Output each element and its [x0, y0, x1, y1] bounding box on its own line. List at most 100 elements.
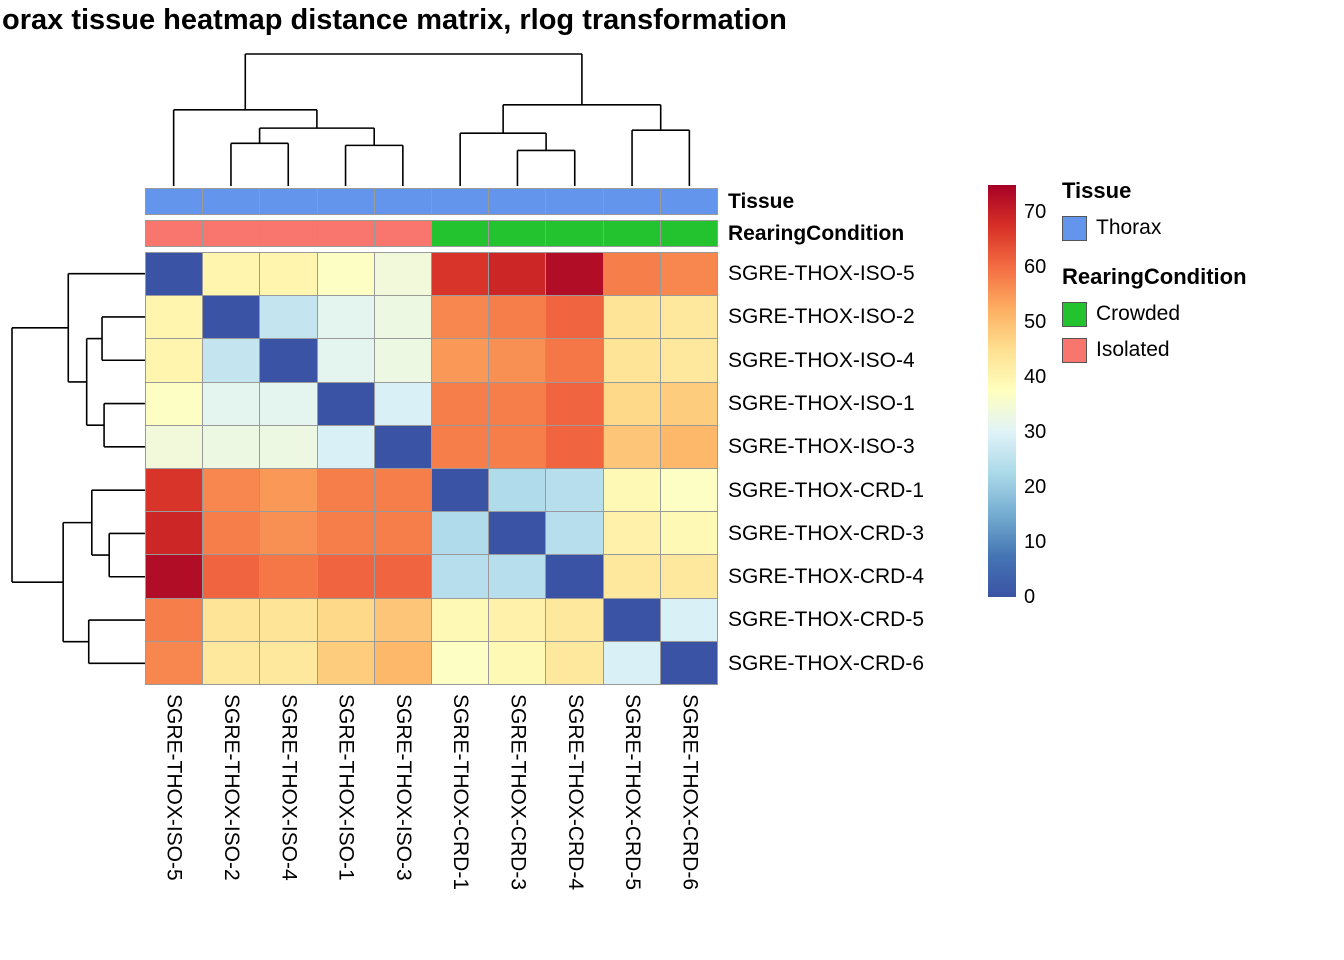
- heatmap-cell: [203, 555, 260, 598]
- heatmap-cell: [432, 339, 489, 382]
- heatmap-cell: [432, 512, 489, 555]
- heatmap-cell: [146, 382, 203, 425]
- heatmap-cell: [660, 296, 717, 339]
- rearing-annotation-cell: [317, 221, 374, 246]
- color-scale-tick-label: 50: [1024, 311, 1047, 334]
- heatmap-cell: [489, 598, 546, 641]
- heatmap-cell: [432, 296, 489, 339]
- legend-title: Tissue: [1062, 178, 1132, 203]
- heatmap-cell: [203, 296, 260, 339]
- heatmap-cell: [374, 512, 431, 555]
- heatmap-cell: [374, 296, 431, 339]
- heatmap-cell: [603, 253, 660, 296]
- tissue-annotation-cell: [432, 189, 489, 214]
- tissue-annotation-cell: [660, 189, 717, 214]
- heatmap-cell: [260, 641, 317, 684]
- rearing-annotation-cell: [603, 221, 660, 246]
- heatmap-cell: [317, 253, 374, 296]
- column-label: SGRE-THOX-CRD-4: [563, 694, 587, 891]
- heatmap-cell: [660, 469, 717, 512]
- heatmap-cell: [317, 339, 374, 382]
- color-scale-ticks: 70 60 50 40 30 20 10 0: [1024, 185, 1084, 608]
- column-dendrogram: [172, 53, 691, 186]
- heatmap-cell: [546, 296, 603, 339]
- heatmap-cell: [546, 339, 603, 382]
- color-scale-tick-label: 70: [1024, 201, 1047, 224]
- rearing-annotation-cell: [660, 221, 717, 246]
- heatmap-cell: [432, 382, 489, 425]
- heatmap-cell: [374, 469, 431, 512]
- heatmap-cell: [603, 598, 660, 641]
- heatmap-cell: [603, 339, 660, 382]
- heatmap-cell: [660, 382, 717, 425]
- rearing-annotation-cell: [432, 221, 489, 246]
- legend: Tissue Thorax RearingCondition Crowded Isola…: [1062, 178, 1332, 372]
- tissue-annotation-cell: [146, 189, 203, 214]
- heatmap-cell: [317, 598, 374, 641]
- row-label: SGRE-THOX-CRD-1: [728, 478, 925, 502]
- tissue-annotation-bar: [145, 188, 718, 215]
- heatmap-cell: [317, 469, 374, 512]
- column-label: SGRE-THOX-ISO-1: [334, 694, 358, 881]
- color-scale-tick-label: 40: [1024, 366, 1047, 389]
- heatmap-cell: [374, 382, 431, 425]
- rearing-annotation-cell: [260, 221, 317, 246]
- thorax-color-swatch: [1062, 215, 1087, 241]
- row-label: SGRE-THOX-ISO-4: [728, 348, 915, 372]
- heatmap-cell: [374, 425, 431, 468]
- heatmap-cell: [660, 253, 717, 296]
- legend-title: RearingCondition: [1062, 264, 1247, 289]
- heatmap-cell: [374, 598, 431, 641]
- row-label: SGRE-THOX-CRD-5: [728, 608, 925, 632]
- column-label: SGRE-THOX-ISO-2: [219, 694, 243, 881]
- column-label: SGRE-THOX-CRD-3: [506, 694, 530, 891]
- tissue-annotation-cell: [203, 189, 260, 214]
- rearing-annotation-cell: [489, 221, 546, 246]
- heatmap-cell: [374, 253, 431, 296]
- column-labels: SGRE-THOX-ISO-5 SGRE-THOX-ISO-2 SGRE-THOX-…: [145, 694, 718, 944]
- legend-entry-thorax: Thorax: [1062, 214, 1332, 242]
- heatmap-cell: [203, 469, 260, 512]
- legend-entry-isolated: Isolated: [1062, 336, 1332, 364]
- heatmap-cell: [546, 555, 603, 598]
- heatmap-cell: [146, 512, 203, 555]
- color-scale-tick-label: 20: [1024, 476, 1047, 499]
- heatmap-cell: [203, 253, 260, 296]
- heatmap-cell: [317, 296, 374, 339]
- color-scale-tick-label: 60: [1024, 256, 1047, 279]
- heatmap-cell: [260, 555, 317, 598]
- tissue-annotation-cell: [603, 189, 660, 214]
- rearing-annotation-cell: [546, 221, 603, 246]
- tissue-annotation-cell: [489, 189, 546, 214]
- column-label: SGRE-THOX-CRD-6: [678, 694, 702, 891]
- heatmap-cell: [489, 296, 546, 339]
- legend-entry-label: Crowded: [1096, 302, 1181, 325]
- color-scale-bar: [988, 185, 1016, 597]
- row-label: SGRE-THOX-CRD-4: [728, 565, 925, 589]
- heatmap-cell: [432, 641, 489, 684]
- heatmap-cell: [603, 641, 660, 684]
- heatmap-cell: [489, 253, 546, 296]
- heatmap-cell: [317, 555, 374, 598]
- heatmap-cell: [660, 555, 717, 598]
- heatmap-cell: [546, 382, 603, 425]
- heatmap-cell: [260, 425, 317, 468]
- heatmap-cell: [603, 512, 660, 555]
- heatmap-cell: [489, 382, 546, 425]
- heatmap-cell: [660, 512, 717, 555]
- heatmap-cell: [546, 598, 603, 641]
- heatmap-cell: [260, 296, 317, 339]
- heatmap-cell: [146, 253, 203, 296]
- crowded-color-swatch: [1062, 301, 1087, 327]
- heatmap-cell: [432, 469, 489, 512]
- row-label: SGRE-THOX-ISO-2: [728, 305, 915, 329]
- heatmap-cell: [432, 425, 489, 468]
- heatmap-cell: [546, 641, 603, 684]
- heatmap-cell: [203, 382, 260, 425]
- heatmap-grid: [145, 252, 718, 685]
- rearing-condition-annotation-bar: [145, 220, 718, 247]
- legend-entry-label: Isolated: [1096, 338, 1170, 361]
- page-title: orax tissue heatmap distance matrix, rlo…: [2, 4, 787, 36]
- heatmap-cell: [203, 512, 260, 555]
